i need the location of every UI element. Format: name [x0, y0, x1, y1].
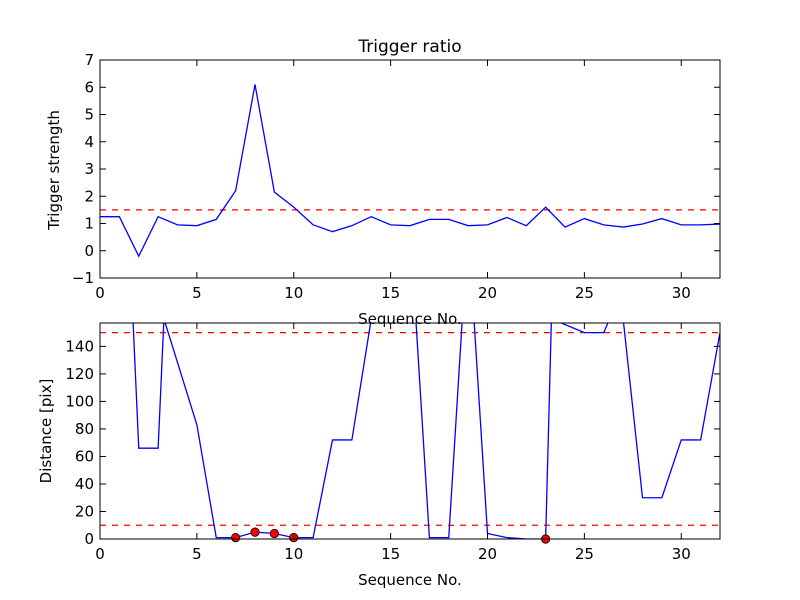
x-tick-label: 30 — [672, 545, 691, 563]
x-tick-label: 20 — [478, 545, 497, 563]
x-tick-label: 25 — [575, 284, 594, 302]
y-tick-label: 1 — [84, 215, 94, 233]
plot-content — [100, 323, 720, 539]
x-tick-label: 20 — [478, 284, 497, 302]
plot-content — [100, 84, 720, 258]
y-tick-label: 6 — [84, 78, 94, 96]
y-axis-label: Distance [pix] — [37, 379, 55, 484]
y-tick-label: 5 — [84, 106, 94, 124]
y-tick-label: 20 — [75, 502, 94, 520]
y-tick-label: 60 — [75, 447, 94, 465]
y-tick-label: 100 — [65, 392, 94, 410]
y-tick-label: 0 — [84, 530, 94, 548]
chart-title: Trigger ratio — [357, 37, 461, 57]
x-tick-label: 0 — [95, 284, 105, 302]
y-tick-label: 80 — [75, 420, 94, 438]
y-tick-label: 3 — [84, 160, 94, 178]
x-tick-label: 15 — [381, 545, 400, 563]
x-axis-label: Sequence No. — [358, 310, 462, 328]
trigger-ratio-chart: Trigger ratio Sequence No. Trigger stren… — [45, 37, 721, 328]
x-tick-label: 15 — [381, 284, 400, 302]
y-axis-label: Trigger strength — [45, 110, 63, 231]
x-tick-label: 30 — [672, 284, 691, 302]
y-tick-label: 4 — [84, 133, 94, 151]
x-tick-label: 10 — [284, 545, 303, 563]
series-line — [100, 84, 720, 258]
y-tick-label: 7 — [84, 51, 94, 69]
x-axis-label: Sequence No. — [358, 571, 462, 589]
axes-frame — [99, 59, 721, 279]
y-tick-label: 120 — [65, 365, 94, 383]
x-tick-label: 5 — [192, 284, 202, 302]
y-tick-label: 40 — [75, 475, 94, 493]
marker-point — [250, 527, 260, 537]
x-tick-label: 5 — [192, 545, 202, 563]
distance-chart: Sequence No. Distance [pix] 0 5 10 15 20 25 30… — [37, 322, 721, 589]
y-tick-label: 0 — [84, 242, 94, 260]
x-tick-label: 25 — [575, 545, 594, 563]
plot-area: 0 5 10 15 20 25 30 0 20 40 60 80 100 120 140 — [65, 322, 721, 563]
marker-point — [269, 528, 279, 539]
y-tick-label: 140 — [65, 337, 94, 355]
marker-point — [231, 533, 241, 543]
y-tick-label: −1 — [72, 269, 94, 287]
axes-frame — [99, 322, 721, 540]
x-tick-label: 10 — [284, 284, 303, 302]
x-tick-label: 0 — [95, 545, 105, 563]
y-tick-label: 2 — [84, 187, 94, 205]
series-line — [132, 323, 720, 539]
